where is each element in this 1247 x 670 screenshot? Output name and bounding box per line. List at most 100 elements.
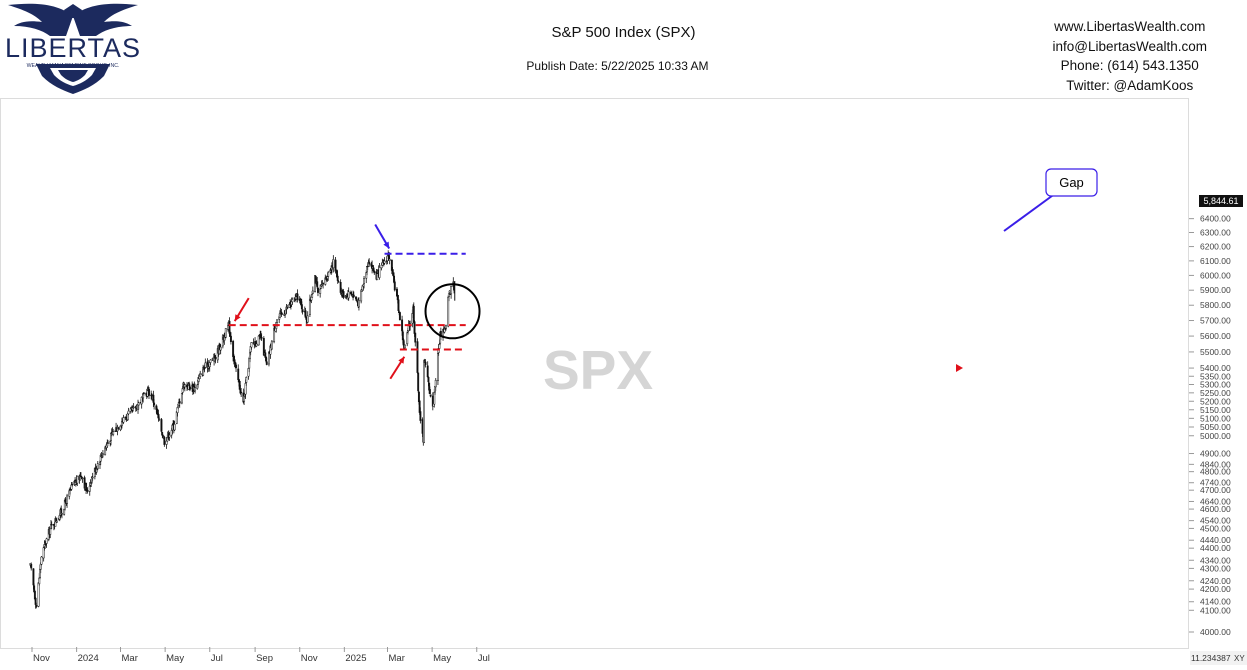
candle-body [322, 282, 325, 285]
candle-body [32, 568, 35, 586]
last-price-label: 5,844.61 [1203, 196, 1238, 206]
candle-body [300, 304, 303, 310]
candle-body [373, 270, 376, 274]
candle-body [101, 453, 104, 456]
candle-body [248, 352, 251, 360]
price-chart[interactable]: SPX Gap 6400.00 6300.00 6200.00 6100.00 6000… [0, 98, 1247, 665]
candle-body [265, 361, 268, 365]
candle-body [383, 260, 386, 264]
y-tick-label: 4500.00 [1200, 523, 1231, 533]
x-tick-label: May [433, 653, 451, 664]
candle-body [308, 298, 311, 315]
y-tick-label: 5500.00 [1200, 347, 1231, 357]
candle-body [363, 278, 366, 284]
y-tick-label: 4700.00 [1200, 485, 1231, 495]
candle-body [40, 556, 43, 565]
chart-header: LIBERTAS WEALTH MANAGEMENT GROUP, INC. S… [0, 0, 1247, 98]
candle-body [50, 524, 53, 526]
y-tick-label: 6200.00 [1200, 242, 1231, 252]
candle-body [450, 286, 453, 295]
candle-body [173, 424, 176, 431]
y-tick-label: 5250.00 [1200, 388, 1231, 398]
candle-body [66, 495, 69, 504]
candle-body [112, 431, 115, 435]
y-tick-label: 6400.00 [1200, 214, 1231, 224]
candle-body [378, 267, 381, 278]
candle-body [240, 391, 243, 394]
y-tick-label: 4140.00 [1200, 597, 1231, 607]
y-tick-label: 5900.00 [1200, 285, 1231, 295]
contact-block: www.LibertasWealth.com info@LibertasWeal… [1052, 17, 1207, 95]
candle-body [260, 337, 263, 339]
candle-body [296, 293, 299, 300]
candle-body [152, 394, 155, 403]
candle-body [199, 373, 202, 377]
candle-body [439, 330, 442, 338]
y-tick-label: 4100.00 [1200, 605, 1231, 615]
candle-body [106, 443, 109, 447]
candle-body [219, 346, 222, 351]
publish-date: Publish Date: 5/22/2025 10:33 AM [526, 59, 709, 73]
candle-body [311, 290, 314, 294]
x-tick-label: 2024 [78, 653, 99, 664]
y-tick-label: 4800.00 [1200, 467, 1231, 477]
candle-body [416, 341, 419, 373]
candle-body [393, 281, 396, 291]
contact-email: info@LibertasWealth.com [1052, 38, 1207, 54]
chart-area[interactable]: SPX Gap 6400.00 6300.00 6200.00 6100.00 6000… [0, 98, 1247, 665]
y-tick-label: 5300.00 [1200, 380, 1231, 390]
candle-body [81, 477, 84, 480]
gap-callout-label: Gap [1059, 175, 1084, 190]
candle-body [445, 325, 447, 329]
candle-body [413, 321, 416, 334]
candle-body [342, 291, 345, 298]
candle-body [76, 475, 79, 484]
y-tick-label: 4600.00 [1200, 504, 1231, 514]
candle-body [388, 258, 391, 261]
candle-body [316, 281, 319, 288]
candle-body [163, 436, 166, 445]
candle-body [45, 538, 48, 544]
candle-body [189, 386, 191, 390]
candle-body [55, 520, 58, 523]
candle-body [250, 342, 253, 348]
contact-twitter: Twitter: @AdamKoos [1066, 77, 1194, 93]
contact-phone: Phone: (614) 543.1350 [1060, 58, 1199, 74]
x-tick-label: Jul [478, 653, 490, 664]
y-tick-label: 4300.00 [1200, 563, 1231, 573]
candle-body [85, 482, 88, 491]
y-tick-label: 6300.00 [1200, 228, 1231, 238]
candle-body [443, 327, 446, 333]
candle-body [305, 316, 308, 320]
candle-body [291, 299, 294, 303]
candle-body [406, 332, 409, 345]
y-axis: 6400.00 6300.00 6200.00 6100.00 6000.00 5900.… [1189, 214, 1231, 637]
candle-body [301, 309, 304, 313]
candle-body [417, 372, 420, 392]
candle-body [360, 290, 363, 302]
candle-body [433, 392, 436, 405]
y-tick-label: 5200.00 [1200, 396, 1231, 406]
candle-body [202, 367, 205, 376]
candle-body [96, 463, 99, 469]
x-tick-label: May [166, 653, 184, 664]
candle-body [427, 376, 430, 383]
annotations-group: Gap [228, 168, 1098, 380]
candle-body [337, 281, 340, 283]
candle-body [110, 433, 112, 441]
candle-body [204, 362, 207, 368]
candle-body [71, 484, 74, 486]
candle-body [270, 340, 273, 350]
candle-body [268, 352, 270, 365]
y-tick-label: 4740.00 [1200, 478, 1231, 488]
y-tick-label: 6000.00 [1200, 270, 1231, 280]
gap-callout-box [1045, 168, 1098, 197]
candle-body [247, 368, 250, 377]
plot-border [0, 98, 1189, 649]
candle-body [428, 389, 431, 395]
candle-body [91, 476, 94, 479]
candle-body [355, 299, 358, 302]
last-price-tag: 5,844.61 [1199, 195, 1243, 207]
y-tick-label: 4440.00 [1200, 535, 1231, 545]
candle-body [183, 384, 186, 388]
